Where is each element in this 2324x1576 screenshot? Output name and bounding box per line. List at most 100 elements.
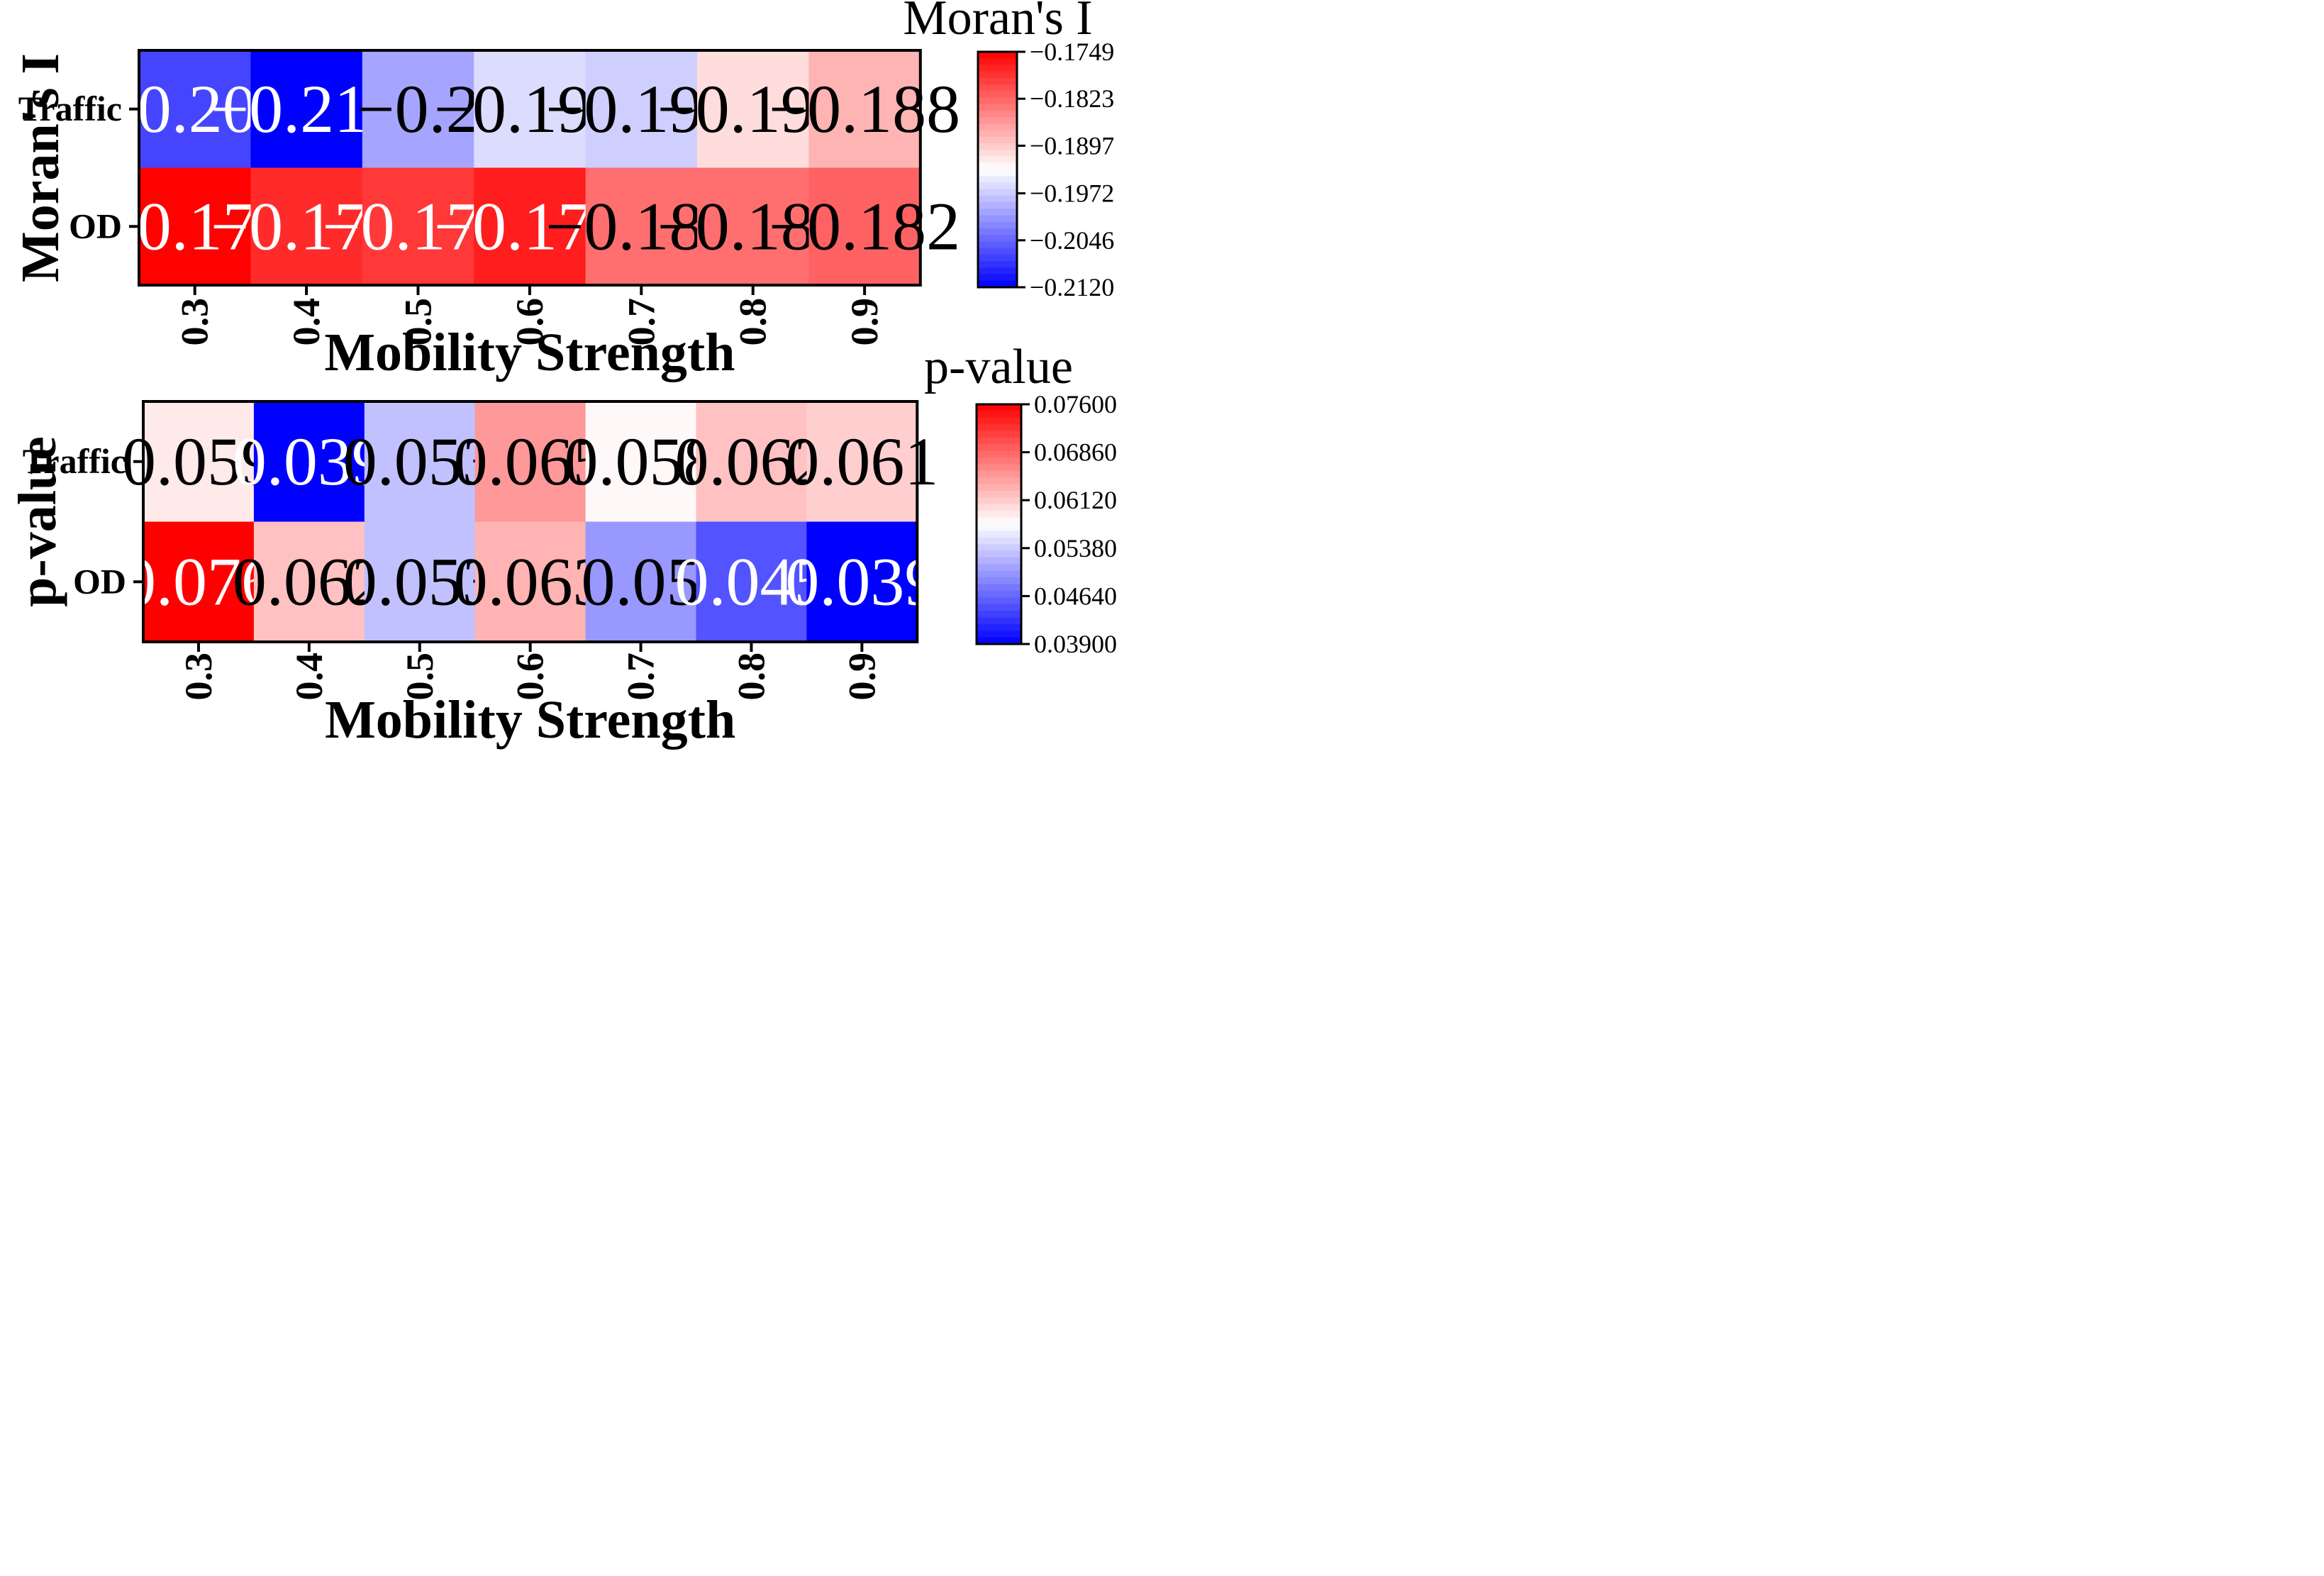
colorbar-segment: [978, 111, 1017, 118]
cell-label: 0.05: [582, 543, 701, 619]
colorbar-segment: [977, 544, 1021, 552]
heatmap-cell: [474, 401, 586, 523]
cell-label: −0.2: [356, 71, 479, 147]
colorbar-segment: [978, 136, 1017, 144]
x-tick-label: 0.3: [177, 653, 220, 701]
colorbar-frame: [975, 403, 1023, 645]
heatmap-cell: [474, 50, 586, 169]
colorbar-segment: [977, 431, 1021, 438]
colorbar-segment: [978, 65, 1017, 72]
heatmap-cell: [253, 401, 365, 523]
heatmap-cell: [139, 167, 251, 286]
colorbar-segment: [978, 162, 1017, 170]
colorbar-segment: [977, 604, 1021, 611]
colorbar-segment: [978, 202, 1017, 209]
colorbar-segment: [978, 221, 1017, 229]
colorbar-segment: [977, 404, 1021, 411]
colorbar-segment: [977, 550, 1021, 558]
colorbar-segment: [977, 464, 1021, 472]
x-axis-title: Mobility Strength: [325, 690, 735, 750]
x-tick-label: 0.5: [399, 653, 441, 701]
y-tick-label: OD: [69, 206, 122, 245]
colorbar-segment: [978, 123, 1017, 131]
cell-label: −0.182: [769, 188, 960, 264]
colorbar-segment: [978, 274, 1017, 282]
heatmap-cell: [585, 167, 698, 286]
heatmap-cell: [364, 401, 476, 523]
y-tick-label: Traffic: [23, 441, 126, 481]
colorbar-segment: [978, 241, 1017, 249]
heatmap-cell: [806, 521, 918, 643]
colorbar-segment: [977, 590, 1021, 598]
colorbar-segment: [977, 457, 1021, 465]
heatmap-cell: [697, 167, 809, 286]
x-tick-label: 0.9: [843, 298, 886, 346]
colorbar-segment: [977, 484, 1021, 492]
heatmap-cell: [253, 521, 365, 643]
colorbar-segment: [977, 470, 1021, 478]
colorbar-segment: [978, 156, 1017, 164]
colorbar-segment: [978, 280, 1017, 288]
colorbar-tick-label: −0.1972: [1030, 179, 1114, 208]
colorbar-segment: [977, 417, 1021, 425]
cell-label: 0.039: [785, 543, 938, 619]
colorbar-segment: [978, 228, 1017, 235]
colorbar-segment: [978, 248, 1017, 255]
colorbar-segment: [978, 215, 1017, 223]
heatmap-cell: [364, 521, 476, 643]
colorbar-segment: [978, 267, 1017, 275]
colorbar-segment: [977, 491, 1021, 499]
colorbar-segment: [977, 477, 1021, 485]
colorbar-tick-label: −0.2046: [1030, 226, 1114, 255]
colorbar-tick-label: −0.1749: [1030, 38, 1114, 66]
colorbar-segment: [978, 182, 1017, 190]
x-tick-label: 0.5: [397, 298, 440, 346]
heatmap-cell: [585, 401, 697, 523]
heatmap-cell: [696, 401, 807, 523]
colorbar-segment: [977, 584, 1021, 592]
colorbar-segment: [978, 117, 1017, 125]
heatmap-0: −0.207−0.212−0.2−0.196−0.197−0.191−0.188…: [11, 0, 1114, 382]
colorbar-segment: [977, 577, 1021, 585]
colorbar-segment: [977, 617, 1021, 625]
colorbar-segment: [978, 130, 1017, 138]
colorbar-title: p-value: [924, 340, 1073, 394]
cell-label: 0.045: [674, 543, 828, 619]
x-tick-label: 0.4: [285, 298, 328, 346]
cell-label: 0.059: [122, 423, 275, 499]
x-axis-title: Mobility Strength: [324, 323, 735, 382]
cell-label: 0.062: [233, 543, 386, 619]
heatmap-1: 0.0590.0390.0530.0650.0580.0620.0610.076…: [8, 340, 1117, 750]
colorbar-segment: [977, 437, 1021, 445]
x-tick-label: 0.4: [288, 653, 330, 701]
cell-label: 0.076: [122, 543, 275, 619]
colorbar-segment: [977, 497, 1021, 505]
colorbar-segment: [977, 623, 1021, 631]
cell-label: 0.063: [454, 543, 607, 619]
colorbar-tick-label: 0.04640: [1034, 582, 1117, 610]
y-tick-label: Traffic: [18, 89, 122, 128]
colorbar-segment: [978, 189, 1017, 196]
colorbar-segment: [978, 104, 1017, 111]
colorbar-segment: [978, 58, 1017, 66]
colorbar-segment: [978, 91, 1017, 99]
colorbar-segment: [977, 424, 1021, 432]
x-tick-label: 0.6: [509, 653, 552, 701]
colorbar-segment: [977, 564, 1021, 572]
heatmap-cell: [362, 167, 474, 286]
y-axis-title: Moran's I: [11, 53, 70, 282]
colorbar-title: Moran's I: [903, 0, 1092, 45]
x-tick-label: 0.6: [508, 298, 551, 346]
colorbar-segment: [977, 444, 1021, 452]
colorbar-segment: [977, 611, 1021, 618]
colorbar-segment: [978, 176, 1017, 184]
colorbar-segment: [977, 637, 1021, 645]
colorbar-segment: [977, 597, 1021, 605]
cell-label: 0.061: [785, 423, 938, 499]
colorbar-segment: [977, 524, 1021, 531]
colorbar-segment: [977, 631, 1021, 638]
colorbar-tick-label: 0.06120: [1034, 486, 1117, 514]
colorbar-tick-label: −0.2120: [1030, 273, 1114, 301]
heatmap-cell: [696, 521, 807, 643]
